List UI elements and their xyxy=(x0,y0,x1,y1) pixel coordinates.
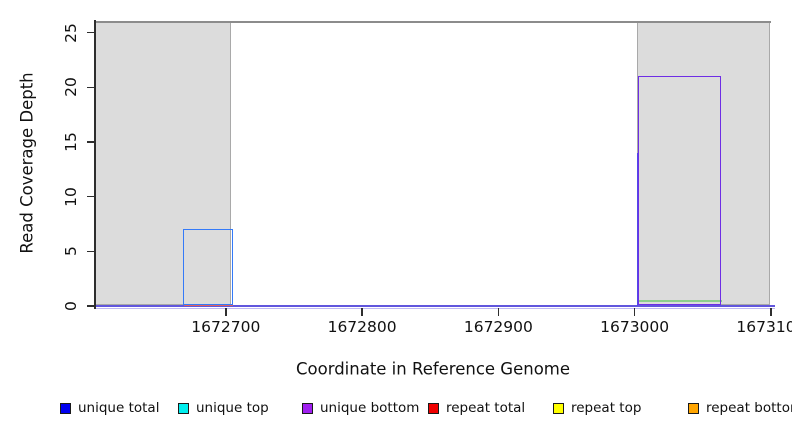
y-tick xyxy=(87,250,95,253)
unique-bottom-block xyxy=(637,75,721,306)
y-tick-label: 15 xyxy=(62,132,80,152)
y-tick xyxy=(87,195,95,198)
y-tick xyxy=(87,31,95,34)
green-zero-segment xyxy=(638,300,722,302)
y-tick xyxy=(87,86,95,89)
masked-region-right xyxy=(636,21,771,306)
legend-label: unique bottom xyxy=(320,400,420,416)
masked-region-left xyxy=(94,21,231,306)
x-tick xyxy=(770,308,772,316)
x-tick-label: 1672900 xyxy=(463,318,533,336)
x-tick-label: 1672700 xyxy=(191,318,261,336)
x-tick-label: 1672800 xyxy=(327,318,397,336)
x-tick-label: 1673100 xyxy=(736,318,792,336)
chart-legend: unique total unique top unique bottom repea… xyxy=(0,399,792,419)
y-tick-label: 10 xyxy=(62,186,80,207)
legend-swatch-icon xyxy=(60,402,71,414)
unique-total-step xyxy=(636,152,639,306)
zero-baseline xyxy=(95,305,775,307)
legend-label: unique total xyxy=(78,400,160,416)
legend-item-unique-top: unique top xyxy=(178,399,269,417)
legend-label: repeat total xyxy=(446,400,526,416)
legend-item-repeat-bottom: repeat bottom xyxy=(688,399,792,417)
y-tick-label: 0 xyxy=(62,301,80,311)
x-tick xyxy=(633,308,636,316)
y-tick xyxy=(87,141,95,143)
legend-item-unique-total: unique total xyxy=(60,399,159,417)
legend-swatch-icon xyxy=(178,402,189,414)
unique-total-block xyxy=(182,228,234,306)
legend-swatch-icon xyxy=(302,402,313,414)
legend-label: unique top xyxy=(196,400,269,416)
y-tick xyxy=(87,305,95,307)
legend-label: repeat top xyxy=(571,400,642,416)
y-tick-label: 20 xyxy=(62,77,80,98)
y-axis-title: Read Coverage Depth xyxy=(17,72,37,254)
legend-label: repeat bottom xyxy=(706,400,792,416)
legend-item-repeat-top: repeat top xyxy=(553,399,641,417)
x-tick xyxy=(361,308,363,316)
total-coverage-top-line xyxy=(95,21,771,23)
legend-swatch-icon xyxy=(688,402,699,414)
x-tick-label: 1673000 xyxy=(600,318,670,336)
legend-swatch-icon xyxy=(428,402,439,414)
legend-item-unique-bottom: unique bottom xyxy=(302,399,419,417)
y-tick-label: 25 xyxy=(62,22,80,43)
x-tick xyxy=(225,308,227,316)
legend-item-repeat-total: repeat total xyxy=(428,399,525,417)
legend-swatch-icon xyxy=(553,402,564,414)
y-tick-label: 5 xyxy=(62,246,80,257)
y-axis-line xyxy=(94,20,96,309)
x-tick xyxy=(497,308,500,316)
zero-baseline-halo xyxy=(95,308,775,310)
x-axis-title: Coordinate in Reference Genome xyxy=(295,359,571,379)
